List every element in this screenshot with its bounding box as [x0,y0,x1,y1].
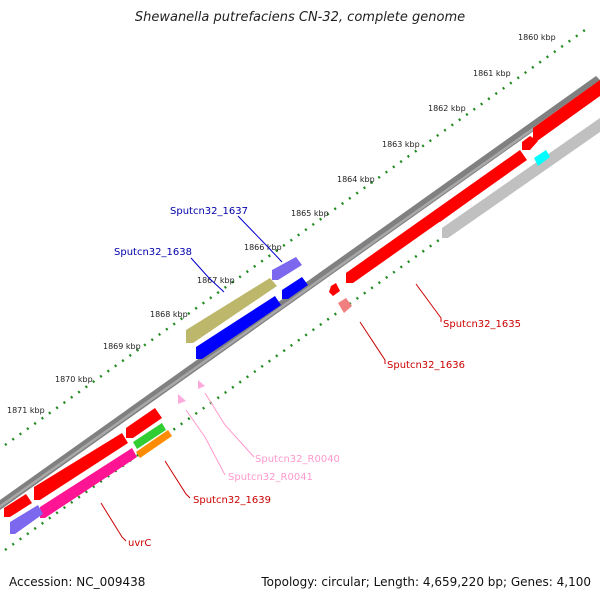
kbp-label: 1860 kbp [518,33,556,42]
kbp-label: 1864 kbp [337,175,375,184]
kbp-label: 1863 kbp [382,140,420,149]
gene-label-r0041: Sputcn32_R0041 [228,472,313,483]
gene-feature [329,283,340,296]
gene-feature [534,150,550,166]
rrna-feature [198,380,205,389]
kbp-label: 1870 kbp [55,375,93,384]
kbp-label: 1862 kbp [428,104,466,113]
kbp-label: 1867 kbp [197,276,235,285]
rrna-feature [178,394,186,404]
label-leaders [100,215,442,542]
gene-feature [133,423,166,449]
gene-label-1637: Sputcn32_1637 [170,206,248,217]
genome-summary: Topology: circular; Length: 4,659,220 bp… [261,575,591,589]
outer-ruler [4,28,586,447]
gene-feature [34,433,128,500]
gene-feature [40,448,137,518]
kbp-label: 1861 kbp [473,69,511,78]
gene-feature [196,296,281,359]
gene-feature [442,118,600,238]
gene-label-1636: Sputcn32_1636 [387,360,465,371]
kbp-label: 1866 kbp [244,243,282,252]
gene-label-1635: Sputcn32_1635 [443,319,521,330]
gene-feature [522,136,538,150]
accession-text: Accession: NC_009438 [9,575,146,589]
diagram-title: Shewanella putrefaciens CN-32, complete … [134,10,466,25]
gene-feature [4,494,32,517]
backbone [0,76,600,510]
kbp-label: 1871 kbp [7,406,45,415]
gene-label-r0040: Sputcn32_R0040 [255,454,340,465]
reverse-genes [10,118,600,534]
forward-genes [4,80,600,517]
kbp-label: 1865 kbp [291,209,329,218]
kbp-labels: 1860 kbp 1861 kbp 1862 kbp 1863 kbp 1864… [7,33,556,415]
gene-feature [282,277,308,299]
gene-feature [126,408,162,438]
gene-label-1639: Sputcn32_1639 [193,495,271,506]
gene-labels: Sputcn32_1637 Sputcn32_1638 Sputcn32_163… [114,206,521,549]
gene-feature [186,278,277,343]
gene-label-1638: Sputcn32_1638 [114,247,192,258]
gene-feature [435,153,526,222]
gene-feature [272,257,302,280]
gene-label-uvrc: uvrC [128,538,151,549]
kbp-label: 1868 kbp [150,310,188,319]
gene-feature [10,505,43,534]
gene-feature [136,430,172,458]
gene-feature [533,80,600,144]
kbp-label: 1869 kbp [103,342,141,351]
gene-feature [338,298,352,313]
